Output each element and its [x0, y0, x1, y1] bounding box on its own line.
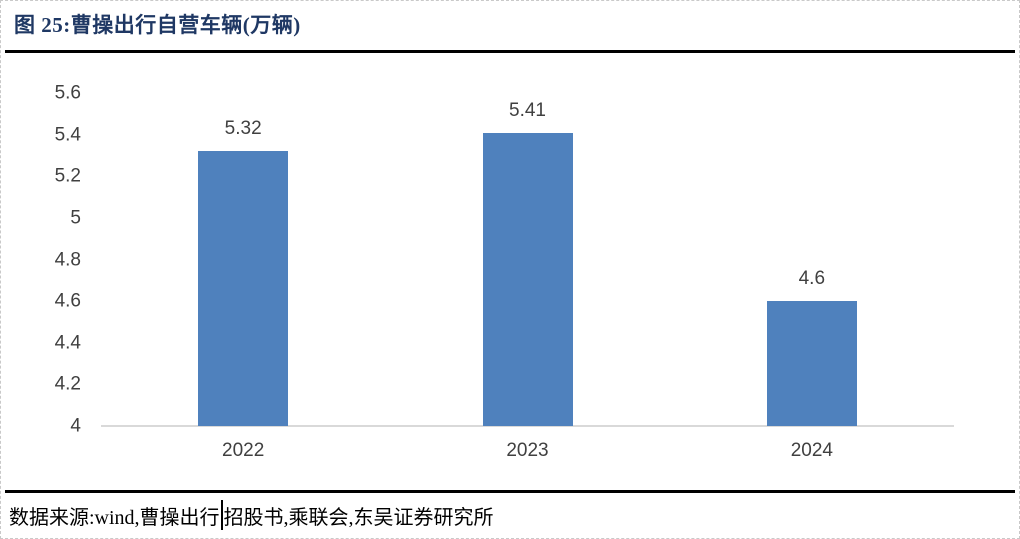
data-source-text-left: 数据来源:wind,曹操出行: [9, 507, 220, 529]
bar-2023: [482, 132, 573, 426]
y-axis-tick-label: 4.6: [54, 290, 81, 312]
y-axis-tick-label: 5.6: [54, 82, 81, 104]
bottom-divider-line: [5, 490, 1015, 493]
top-divider-line: [5, 50, 1015, 53]
y-axis-tick-label: 5.2: [54, 165, 81, 187]
bar-2024: [766, 301, 857, 426]
x-axis-tick-label: 2022: [222, 440, 265, 461]
x-axis-line: [101, 425, 954, 427]
y-axis-tick-label: 4.2: [54, 373, 81, 395]
data-source-text-right: 招股书,乘联会,东吴证券研究所: [223, 507, 494, 529]
x-axis-tick-label: 2023: [506, 440, 549, 461]
y-axis-tick-label: 4: [70, 415, 81, 437]
y-axis-tick-label: 4.8: [54, 249, 81, 270]
x-axis-tick-label: 2024: [790, 440, 833, 461]
y-axis-tick-label: 5: [70, 207, 81, 229]
data-label: 5.32: [224, 118, 262, 140]
figure-title: 图 25:曹操出行自营车辆(万辆): [14, 13, 301, 37]
y-axis-tick-label: 5.4: [54, 124, 81, 146]
y-axis-tick-label: 4.4: [54, 332, 81, 354]
data-label: 4.6: [798, 268, 826, 290]
data-source: 数据来源:wind,曹操出行 招股书,乘联会,东吴证券研究所: [9, 500, 494, 534]
data-label: 5.41: [509, 99, 546, 121]
text-cursor: [220, 500, 223, 530]
bar-2022: [198, 151, 289, 426]
